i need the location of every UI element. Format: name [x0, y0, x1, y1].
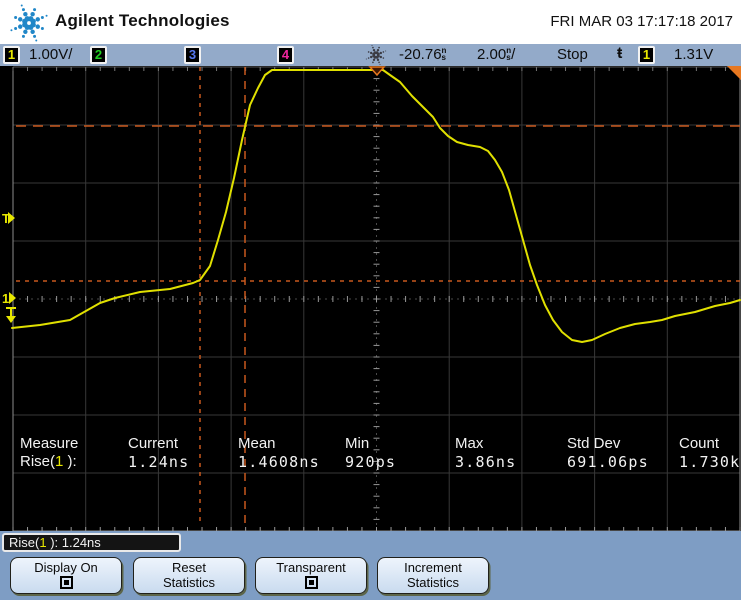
softkey-label: Increment	[404, 560, 462, 575]
channel-2-badge: 2	[90, 46, 107, 64]
offset-down-arrow-icon	[6, 316, 16, 323]
status-bar: 1 1.00V/ 2 3 4 -20.76 n s 2.00 n s / Stop ŧ 1…	[0, 44, 741, 66]
checkbox-icon[interactable]	[304, 576, 318, 589]
trigger-level-readout: 1.31V	[674, 46, 714, 63]
softkey-label: Statistics	[162, 575, 215, 590]
result-bar: Rise(1 ): 1.24ns	[2, 533, 181, 552]
trigger-offscreen-marker-icon	[727, 66, 741, 80]
softkey-label: Statistics	[406, 575, 459, 590]
run-state-label: Stop	[557, 46, 588, 63]
channel-3-badge: 3	[184, 46, 201, 64]
softkey-label: Transparent	[276, 560, 346, 575]
trigger-source-badge: 1	[638, 46, 655, 64]
channel-4-badge: 4	[277, 46, 294, 64]
channel-1-ground-marker: 1	[2, 291, 9, 306]
brand-title: Agilent Technologies	[55, 11, 230, 30]
softkey-label: Reset	[172, 560, 206, 575]
channel-1-scale: 1.00V/	[29, 46, 73, 63]
time-reference-marker-icon	[368, 66, 386, 77]
agilent-logo-icon	[10, 4, 48, 42]
softkey-label: Display On	[34, 560, 98, 575]
transparent-button[interactable]: Transparent	[255, 557, 367, 594]
channel-1-badge: 1	[3, 46, 20, 64]
delay-readout: -20.76 n s	[399, 46, 447, 63]
softkey-bar: Rise(1 ): 1.24ns Display On Reset Statisti…	[0, 531, 741, 600]
increment-statistics-button[interactable]: Increment Statistics	[377, 557, 489, 594]
checkbox-icon[interactable]	[59, 576, 73, 589]
display-on-button[interactable]: Display On	[10, 557, 122, 594]
trigger-level-marker: T	[2, 211, 10, 226]
header-bar: Agilent Technologies FRI MAR 03 17:17:18…	[0, 0, 741, 44]
starburst-icon	[365, 45, 387, 65]
edge-trigger-icon: ŧ	[617, 45, 623, 62]
channel-1-waveform	[11, 69, 741, 343]
channel-ground-arrow-icon	[9, 292, 16, 304]
timebase-readout: 2.00 n s /	[477, 46, 516, 63]
reset-statistics-button[interactable]: Reset Statistics	[133, 557, 245, 594]
datetime-label: FRI MAR 03 17:17:18 2017	[550, 13, 733, 30]
waveform-plot: T1	[2, 66, 741, 531]
trigger-level-arrow-icon	[8, 212, 15, 224]
